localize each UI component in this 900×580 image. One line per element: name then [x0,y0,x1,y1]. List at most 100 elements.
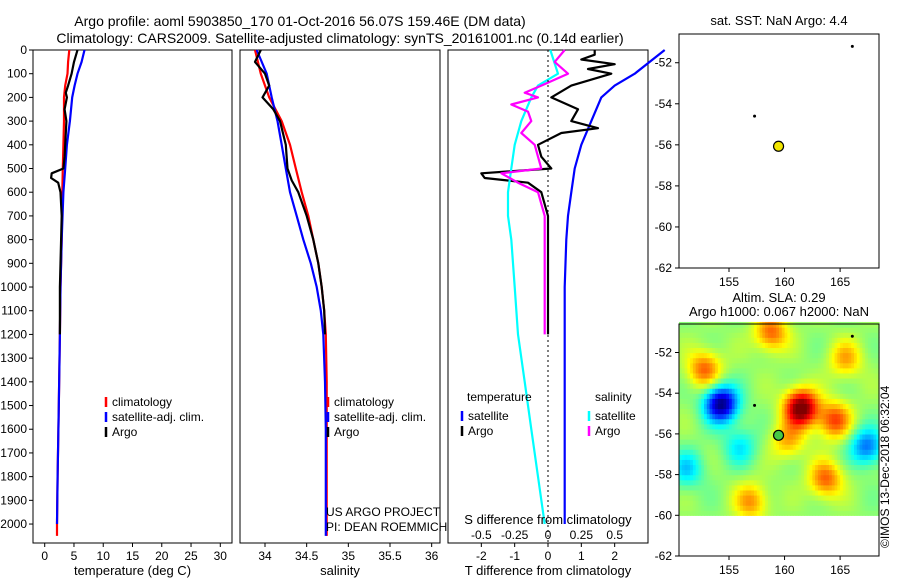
heatmap-cell [873,469,877,476]
track-dot [850,334,854,338]
heatmap-cell [706,510,711,516]
heatmap-cell [715,489,719,496]
x-tick-label: 155 [719,563,739,577]
heatmap-cell [701,398,705,404]
heatmap-cell [759,459,763,466]
heatmap-cell [845,484,850,491]
heatmap-cell [859,510,863,516]
heatmap-cell [865,413,869,420]
heatmap-cell [798,454,802,460]
heatmap-cell [876,342,880,349]
heatmap-cell [865,393,869,399]
y-tick-label: 800 [7,233,27,247]
heatmap-cell [817,433,822,440]
heatmap-cell [840,510,844,516]
heatmap-cell [837,393,841,399]
heatmap-cell [837,418,841,425]
heatmap-cell [815,464,819,471]
heatmap-cell [737,413,741,420]
heatmap-cell [709,428,713,435]
heatmap-cell [787,494,791,501]
heatmap-cell [679,474,683,481]
heatmap-cell [826,479,830,486]
heatmap-cell [856,388,861,394]
heatmap-cell [701,444,705,450]
heatmap-cell [690,444,694,450]
heatmap-cell [781,352,786,359]
heatmap-cell [867,474,872,481]
heatmap-cell [820,479,825,486]
heatmap-cell [734,327,738,333]
heatmap-cell [826,362,830,369]
heatmap-cell [690,479,694,486]
heatmap-cell [698,505,702,511]
heatmap-cell [679,464,683,471]
heatmap-cell [831,337,836,343]
heatmap-cell [687,464,691,471]
heatmap-cell [734,388,738,394]
heatmap-cell [695,393,700,399]
heatmap-cell [751,433,755,440]
x-top-tick-label: 0 [545,528,552,542]
heatmap-cell [681,383,686,389]
heatmap-cell [781,321,786,328]
heatmap-cell [859,449,863,455]
legend-label: satellite-adj. clim. [334,410,426,424]
heatmap-cell [773,357,777,364]
heatmap-cell [715,388,719,394]
heatmap-cell [765,505,769,511]
heatmap-cell [826,449,830,455]
heatmap-cell [773,321,777,328]
heatmap-cell [801,500,805,506]
heatmap-cell [834,367,838,374]
heatmap-cell [692,454,697,460]
heatmap-cell [854,413,858,420]
heatmap-cell [829,377,833,384]
heatmap-cell [856,337,861,343]
heatmap-cell [717,398,722,404]
heatmap-cell [684,418,688,425]
heatmap-cell [854,408,858,415]
heatmap-cell [867,393,872,399]
heatmap-cell [812,413,816,420]
heatmap-cell [745,393,750,399]
heatmap-cell [701,494,705,501]
heatmap-cell [679,510,683,516]
heatmap-cell [804,479,808,486]
heatmap-cell [773,505,777,511]
heatmap-cell [809,479,813,486]
heatmap-cell [712,484,716,491]
heatmap-cell [701,479,705,486]
heatmap-cell [731,469,736,476]
heatmap-cell [837,362,841,369]
heatmap-cell [792,494,797,501]
heatmap-cell [842,444,847,450]
heatmap-cell [859,398,863,404]
heatmap-cell [709,367,713,374]
heatmap-cell [770,352,775,359]
x-tick-label: 155 [719,275,739,289]
heatmap-cell [854,469,858,476]
heatmap-cell [709,474,713,481]
heatmap-cell [854,444,858,450]
heatmap-cell [845,459,850,466]
heatmap-cell [773,342,777,349]
heatmap-cell [717,332,722,338]
heatmap-cell [867,423,872,430]
heatmap-cell [751,500,755,506]
heatmap-cell [742,510,747,516]
heatmap-cell [754,449,758,455]
heatmap-cell [781,383,786,389]
heatmap-cell [856,484,861,491]
heatmap-cell [870,428,875,435]
heatmap-cell [787,332,791,338]
heatmap-cell [834,438,838,445]
heatmap-cell [851,444,855,450]
heatmap-cell [867,484,872,491]
heatmap-cell [842,464,847,471]
heatmap-cell [726,444,730,450]
heatmap-cell [704,408,708,415]
heatmap-cell [790,444,794,450]
y-tick-label: -56 [655,138,673,152]
heatmap-cell [815,388,819,394]
